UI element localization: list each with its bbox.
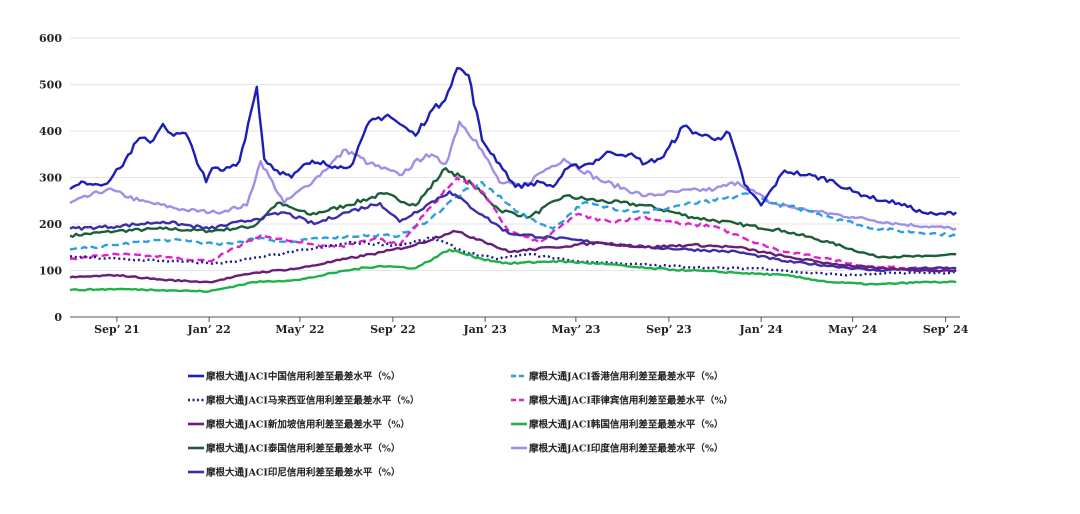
y-tick-label: 600 — [39, 32, 62, 45]
x-tick-label: May’ 23 — [551, 323, 600, 336]
y-tick-label: 0 — [54, 311, 62, 324]
series-line-2 — [69, 236, 957, 277]
series-lines — [69, 66, 957, 293]
y-axis-ticks: 0 100 200 300 400 500 600 — [39, 32, 62, 324]
series-line-0 — [69, 66, 957, 216]
legend-label-7: 摩根大通JACI印度信用利差至最差水平（%） — [529, 443, 723, 455]
x-tick-label: Sep’ 22 — [370, 323, 416, 336]
series-line-4 — [69, 229, 957, 284]
legend-label-0: 摩根大通JACI中国信用利差至最差水平（%） — [206, 371, 400, 383]
legend: 摩根大通JACI中国信用利差至最差水平（%） 摩根大通JACI香港信用利差至最差水… — [188, 371, 733, 479]
series-line-6 — [69, 166, 957, 259]
series-line-8 — [69, 190, 957, 273]
legend-label-2: 摩根大通JACI马来西亚信用利差至最差水平（%） — [206, 395, 419, 407]
series-line-1 — [69, 180, 957, 251]
x-tick-label: May’ 22 — [275, 323, 324, 336]
legend-label-1: 摩根大通JACI香港信用利差至最差水平（%） — [529, 371, 723, 383]
legend-label-4: 摩根大通JACI新加坡信用利差至最差水平（%） — [206, 419, 410, 431]
x-tick-label: Jan’ 24 — [738, 323, 783, 336]
legend-label-8: 摩根大通JACI印尼信用利差至最差水平（%） — [206, 467, 400, 479]
y-tick-label: 100 — [39, 265, 62, 278]
legend-label-3: 摩根大通JACI菲律宾信用利差至最差水平（%） — [529, 395, 733, 407]
legend-label-6: 摩根大通JACI泰国信用利差至最差水平（%） — [206, 443, 400, 455]
series-line-7 — [69, 120, 957, 231]
gridlines — [70, 37, 960, 271]
y-tick-label: 400 — [39, 125, 62, 138]
series-line-5 — [69, 248, 957, 293]
legend-label-5: 摩根大通JACI韩国信用利差至最差水平（%） — [529, 419, 723, 431]
y-tick-label: 200 — [39, 218, 62, 231]
x-tick-label: Sep’ 23 — [646, 323, 692, 336]
x-tick-label: May’ 24 — [828, 323, 877, 336]
y-tick-label: 500 — [39, 79, 62, 92]
x-tick-label: Sep’ 24 — [923, 323, 969, 336]
x-tick-label: Jan’ 23 — [462, 323, 506, 336]
series-line-3 — [69, 176, 957, 272]
x-tick-label: Jan’ 22 — [186, 323, 230, 336]
x-axis-ticks: Sep’ 21 Jan’ 22 May’ 22 Sep’ 22 Jan’ 23 May’ … — [94, 317, 969, 336]
y-tick-label: 300 — [39, 172, 62, 185]
x-tick-label: Sep’ 21 — [94, 323, 140, 336]
